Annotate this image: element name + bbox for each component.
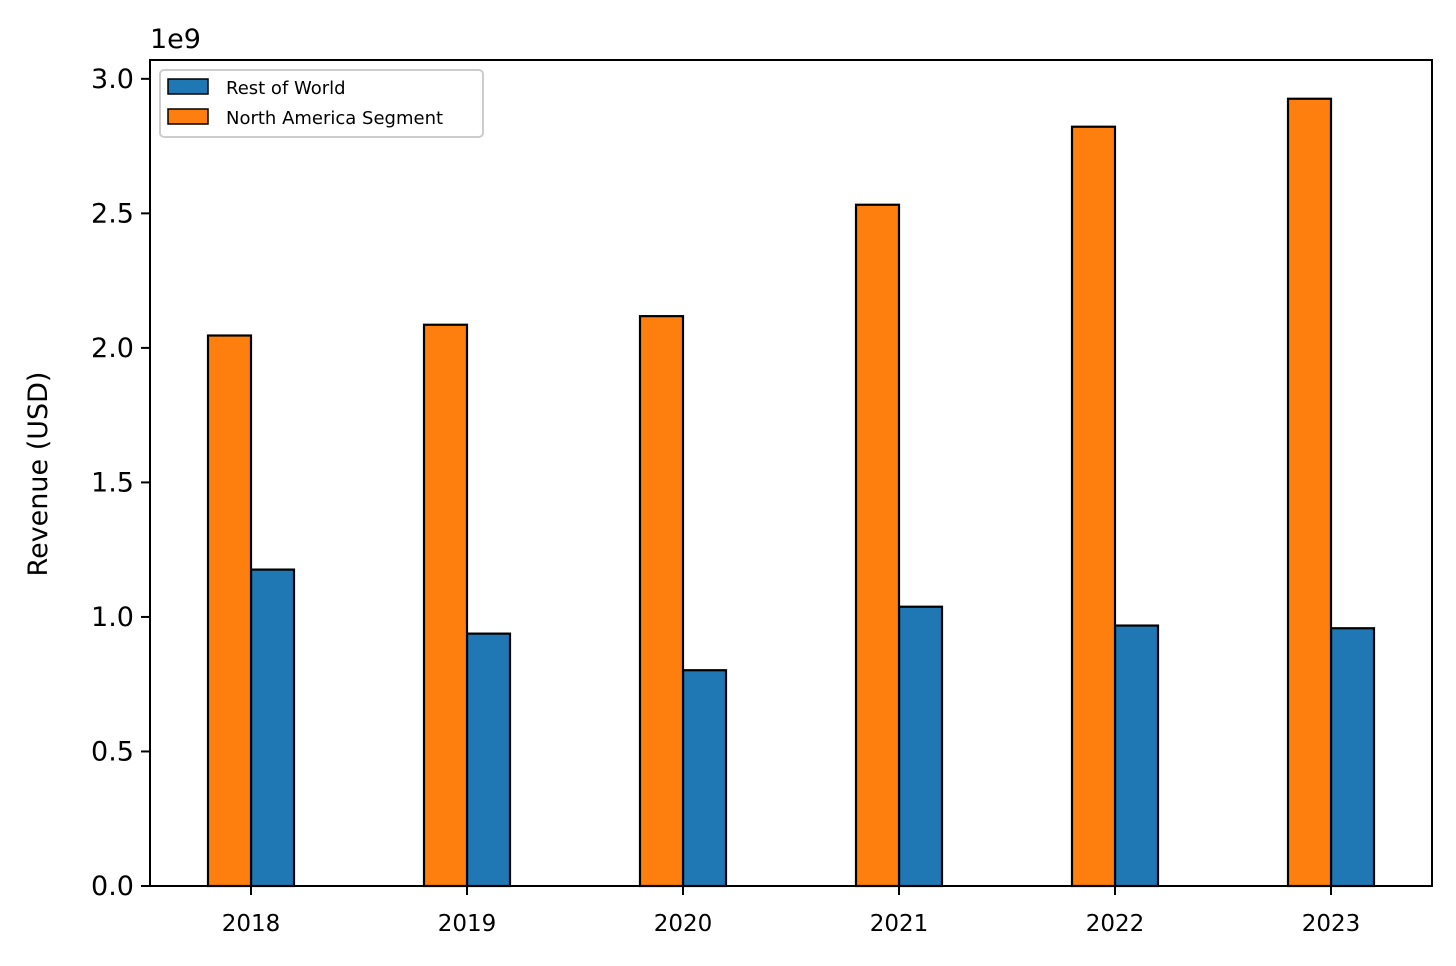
bar-north-america-segment-2018 [206,334,253,888]
bar-north-america-segment-2019 [422,323,469,888]
x-tick-label: 2021 [870,911,929,937]
x-tick-label: 2023 [1302,911,1361,937]
x-tick-label: 2018 [222,911,281,937]
y-tick-label: 3.0 [91,64,134,95]
bar-north-america-segment-2021 [854,203,901,888]
bar-rest-of-world-2021 [897,605,944,888]
axes-layer: 0.0 0.5 1.0 1.5 2.0 2.5 3.0 2018 2019 2020 2021 202… [91,59,1433,937]
legend-box [159,69,484,138]
legend-label: Rest of World [226,78,346,99]
legend-swatch [167,78,209,95]
x-tick-label: 2022 [1086,911,1145,937]
y-tick-label: 2.5 [91,198,134,229]
bar-rest-of-world-2023 [1329,627,1376,888]
x-tick-label: 2020 [654,911,713,937]
bar-north-america-segment-2023 [1286,97,1333,888]
x-tick-label: 2019 [438,911,497,937]
bar-rest-of-world-2019 [465,632,512,888]
legend: Rest of World North America Segment [159,69,484,138]
bar-north-america-segment-2022 [1070,125,1117,888]
y-tick-label: 1.5 [91,467,134,498]
y-tick-label: 0.0 [91,871,134,902]
legend-swatch [167,108,209,125]
y-tick-label: 1.0 [91,602,134,633]
bar-rest-of-world-2018 [249,568,296,888]
y-offset-label: 1e9 [150,24,201,55]
bar-rest-of-world-2020 [681,669,728,888]
legend-label: North America Segment [226,108,443,129]
y-tick-label: 0.5 [91,736,134,767]
y-axis-title: Revenue (USD) [23,372,54,577]
bar-rest-of-world-2022 [1113,624,1160,888]
y-tick-label: 2.0 [91,333,134,364]
plot-frame [149,59,1433,887]
bar-north-america-segment-2020 [638,315,685,888]
bars-layer [206,97,1376,888]
